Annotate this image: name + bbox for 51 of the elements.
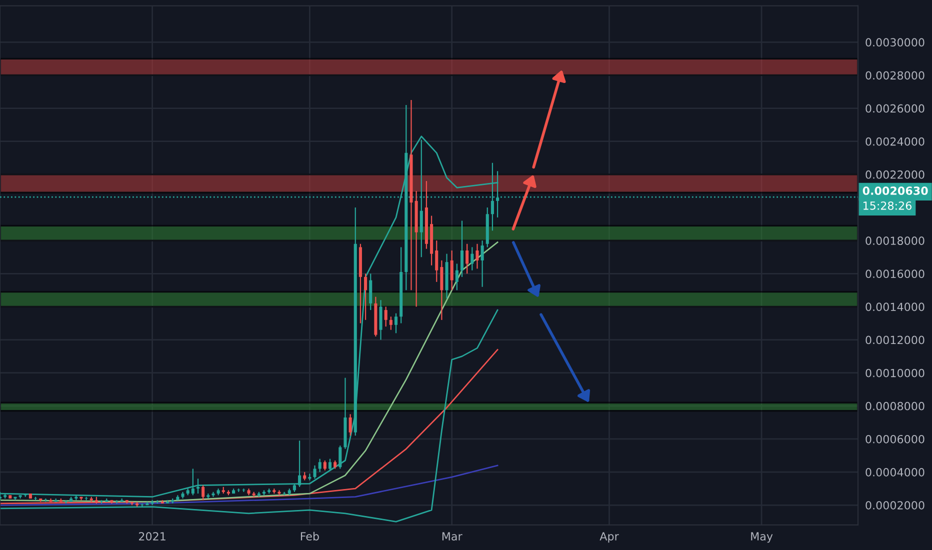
candlestick bbox=[440, 260, 444, 320]
candlestick bbox=[364, 273, 368, 320]
y-tick-label: 0.0018000 bbox=[866, 236, 924, 245]
y-tick-label: 0.0002000 bbox=[866, 501, 924, 510]
line-series bbox=[0, 349, 498, 504]
y-tick-label: 0.0006000 bbox=[866, 434, 924, 444]
y-tick-label: 0.0004000 bbox=[866, 468, 924, 476]
candlestick bbox=[394, 312, 398, 334]
line-series bbox=[0, 309, 498, 522]
candlestick bbox=[313, 464, 316, 480]
text: 15:28:26 bbox=[864, 201, 912, 210]
y-tick-label: 0.0014000 bbox=[866, 302, 924, 312]
line-series bbox=[0, 464, 498, 506]
candlestick bbox=[455, 263, 458, 291]
x-tick-label: Feb bbox=[300, 532, 319, 541]
ref-line-label: 0.0020630 bbox=[862, 186, 928, 195]
candlestick bbox=[328, 458, 332, 471]
y-tick-label: 0.0022000 bbox=[866, 170, 924, 179]
candlestick bbox=[466, 243, 469, 274]
x-tick-label: Apr bbox=[600, 532, 619, 543]
candlestick bbox=[323, 460, 326, 471]
candlestick bbox=[435, 240, 438, 282]
y-tick-label: 0.0030000 bbox=[866, 38, 924, 47]
candlestick bbox=[115, 500, 118, 504]
candlestick bbox=[384, 306, 388, 328]
candlestick bbox=[338, 445, 342, 470]
x-tick-label: Mar bbox=[442, 532, 462, 541]
line-series bbox=[0, 242, 498, 503]
y-tick-label: 0.0010000 bbox=[866, 368, 924, 378]
y-tick-label: 0.0026000 bbox=[866, 104, 924, 113]
candlestick bbox=[369, 273, 372, 311]
candlestick bbox=[379, 300, 382, 340]
candlestick bbox=[298, 440, 302, 488]
y-tick-label: 0.0016000 bbox=[866, 270, 924, 278]
x-tick-label: 2021 bbox=[138, 532, 166, 541]
candlestick bbox=[460, 220, 464, 278]
candlestick bbox=[450, 250, 454, 291]
y-tick-label: 0.0028000 bbox=[866, 71, 924, 80]
candlestick bbox=[212, 491, 215, 498]
candlestick bbox=[202, 484, 205, 501]
candlestick bbox=[196, 478, 200, 494]
candlestick bbox=[476, 243, 479, 270]
x-tick-label: May bbox=[751, 532, 773, 543]
y-tick-label: 0.0008000 bbox=[866, 402, 924, 410]
candlestick bbox=[470, 246, 474, 271]
candlestick bbox=[348, 414, 352, 436]
y-tick-label: 0.0024000 bbox=[866, 137, 924, 146]
y-tick-label: 0.0012000 bbox=[866, 336, 924, 344]
candlestick bbox=[318, 458, 322, 473]
candlestick bbox=[480, 240, 484, 288]
candlestick bbox=[389, 316, 392, 330]
